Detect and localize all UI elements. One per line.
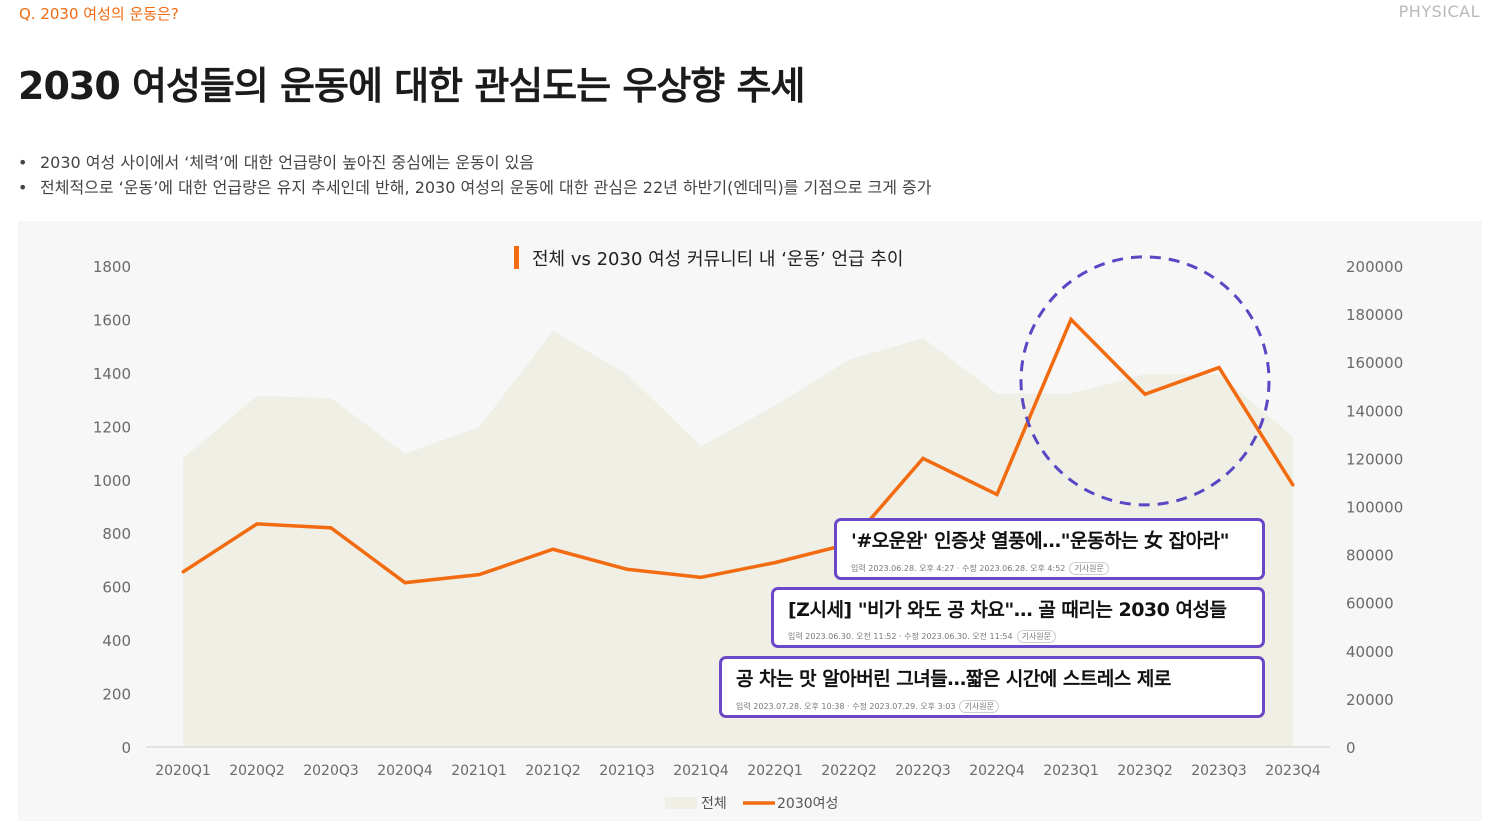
- legend-label-total: 전체: [701, 796, 727, 812]
- news-date: 입력 2023.07.28. 오후 10:38 · 수정 2023.07.29.…: [736, 702, 956, 711]
- right-axis-tick: 0: [1346, 739, 1356, 757]
- x-axis-tick: 2022Q2: [821, 763, 877, 779]
- right-axis-tick: 80000: [1346, 547, 1394, 565]
- chart-title: 전체 vs 2030 여성 커뮤니티 내 ‘운동’ 언급 추이: [532, 249, 903, 270]
- bullet-item: • 2030 여성 사이에서 ‘체력’에 대한 언급량이 높아진 중심에는 운동이…: [18, 150, 931, 175]
- x-axis-tick: 2021Q4: [673, 763, 729, 779]
- x-axis-tick: 2023Q1: [1043, 763, 1099, 779]
- x-axis-tick: 2022Q3: [895, 763, 951, 779]
- left-axis-tick: 200: [102, 686, 131, 704]
- right-axis-tick: 100000: [1346, 499, 1403, 517]
- left-axis-tick: 1600: [93, 311, 131, 329]
- right-axis-tick: 120000: [1346, 450, 1403, 468]
- x-axis-tick: 2020Q2: [229, 763, 285, 779]
- x-axis-tick: 2020Q4: [377, 763, 433, 779]
- left-axis-tick: 1400: [93, 365, 131, 383]
- x-axis-tick: 2021Q1: [451, 763, 507, 779]
- news-date: 입력 2023.06.28. 오후 4:27 · 수정 2023.06.28. …: [851, 564, 1066, 573]
- brand-label: PHYSICAL: [1398, 2, 1480, 21]
- x-axis-tick: 2023Q2: [1117, 763, 1173, 779]
- legend-label-2030: 2030여성: [777, 796, 838, 812]
- left-axis-tick: 1800: [93, 258, 131, 276]
- highlight-dashed-circle: [1019, 255, 1271, 507]
- line-point: [477, 573, 481, 577]
- news-callout[interactable]: '#오운완' 인증샷 열풍에…"운동하는 女 잡아라" 입력 2023.06.2…: [834, 518, 1265, 580]
- news-tag: 기사원문: [959, 700, 999, 713]
- x-axis-tick: 2023Q4: [1265, 763, 1321, 779]
- news-meta: 입력 2023.07.28. 오후 10:38 · 수정 2023.07.29.…: [736, 700, 999, 713]
- page-title: 2030 여성들의 운동에 대한 관심도는 우상향 추세: [18, 64, 805, 108]
- line-point: [1291, 483, 1295, 487]
- news-callout[interactable]: 공 차는 맛 알아버린 그녀들…짧은 시간에 스트레스 제로 입력 2023.0…: [719, 656, 1265, 718]
- line-point: [551, 547, 555, 551]
- news-tag: 기사원문: [1016, 630, 1057, 643]
- news-headline: 공 차는 맛 알아버린 그녀들…짧은 시간에 스트레스 제로: [736, 668, 1171, 690]
- left-axis-tick: 0: [121, 739, 131, 757]
- line-point: [181, 570, 185, 574]
- right-axis-tick: 160000: [1346, 354, 1403, 372]
- news-meta: 입력 2023.06.30. 오전 11:52 · 수정 2023.06.30.…: [788, 630, 1057, 643]
- x-axis-tick: 2021Q2: [525, 763, 581, 779]
- left-axis-tick: 800: [102, 525, 131, 543]
- left-axis-tick: 400: [102, 632, 131, 650]
- bullet-marker: •: [18, 153, 28, 172]
- line-point: [995, 492, 999, 496]
- legend-swatch-total: [665, 797, 697, 809]
- summary-bullets: • 2030 여성 사이에서 ‘체력’에 대한 언급량이 높아진 중심에는 운동이…: [18, 150, 931, 200]
- question-label: Q. 2030 여성의 운동은?: [19, 5, 179, 23]
- right-axis-tick: 20000: [1346, 691, 1394, 709]
- line-point: [255, 522, 259, 526]
- bullet-item: • 전체적으로 ‘운동’에 대한 언급량은 유지 추세인데 반해, 2030 여성…: [18, 175, 931, 200]
- line-point: [773, 561, 777, 565]
- line-point: [1217, 366, 1221, 370]
- bullet-marker: •: [18, 178, 28, 197]
- line-point: [1143, 392, 1147, 396]
- line-point: [625, 567, 629, 571]
- left-axis-tick: 1000: [93, 472, 131, 490]
- right-axis-tick: 60000: [1346, 595, 1394, 613]
- right-axis-tick: 140000: [1346, 402, 1403, 420]
- right-axis-tick: 180000: [1346, 306, 1403, 324]
- line-point: [403, 581, 407, 585]
- x-axis-tick: 2023Q3: [1191, 763, 1247, 779]
- right-axis-tick: 200000: [1346, 258, 1403, 276]
- news-headline: '#오운완' 인증샷 열풍에…"운동하는 女 잡아라": [851, 530, 1230, 552]
- x-axis-tick: 2020Q1: [155, 763, 211, 779]
- line-point: [1069, 317, 1073, 321]
- news-callout[interactable]: [Z시세] "비가 와도 공 차요"… 골 때리는 2030 여성들 입력 20…: [771, 587, 1265, 648]
- left-axis-tick: 600: [102, 579, 131, 597]
- x-axis-tick: 2022Q1: [747, 763, 803, 779]
- line-point: [921, 456, 925, 460]
- news-meta: 입력 2023.06.28. 오후 4:27 · 수정 2023.06.28. …: [851, 562, 1109, 575]
- x-axis-tick: 2022Q4: [969, 763, 1025, 779]
- bullet-text: 2030 여성 사이에서 ‘체력’에 대한 언급량이 높아진 중심에는 운동이 …: [40, 153, 535, 172]
- line-series-2030-women: [182, 316, 1295, 585]
- left-axis-tick: 1200: [93, 418, 131, 436]
- x-axis-tick: 2020Q3: [303, 763, 359, 779]
- news-date: 입력 2023.06.30. 오전 11:52 · 수정 2023.06.30.…: [788, 632, 1013, 641]
- line-point: [699, 575, 703, 579]
- chart-title-accent: [514, 246, 519, 269]
- news-headline: [Z시세] "비가 와도 공 차요"… 골 때리는 2030 여성들: [788, 599, 1227, 621]
- right-axis-tick: 40000: [1346, 643, 1394, 661]
- x-axis-tick: 2021Q3: [599, 763, 655, 779]
- news-tag: 기사원문: [1069, 562, 1109, 575]
- bullet-text: 전체적으로 ‘운동’에 대한 언급량은 유지 추세인데 반해, 2030 여성의…: [40, 178, 932, 197]
- line-point: [329, 526, 333, 530]
